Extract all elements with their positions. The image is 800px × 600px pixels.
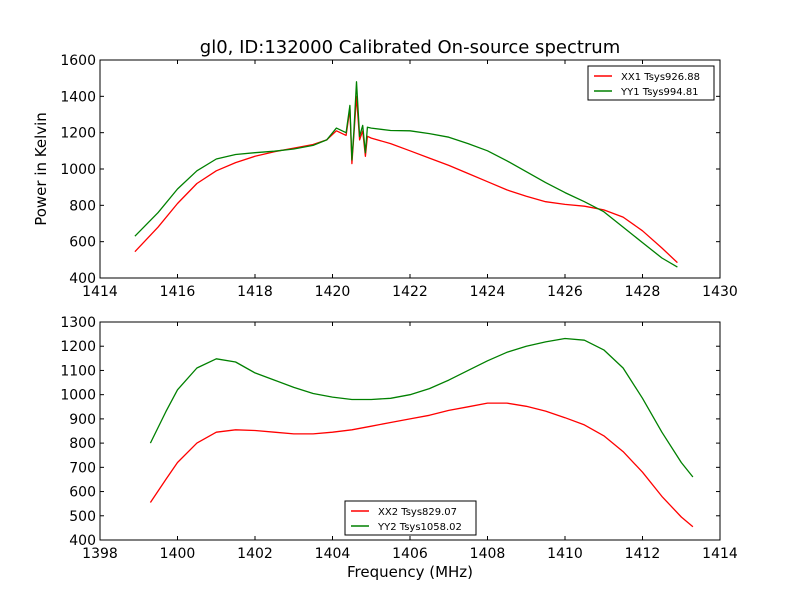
x-tick-label: 1398 <box>82 546 118 562</box>
y-axis-label-top: Power in Kelvin <box>32 112 50 226</box>
legend-label-1: XX1 Tsys926.88 <box>621 72 700 83</box>
y-tick-label: 1200 <box>60 126 96 142</box>
x-tick-label: 1428 <box>625 284 661 300</box>
x-tick-label: 1402 <box>237 546 273 562</box>
y-tick-label: 1400 <box>60 89 96 105</box>
x-tick-label: 1420 <box>315 284 351 300</box>
x-tick-label: 1406 <box>392 546 428 562</box>
legend: XX1 Tsys926.88 YY1 Tsys994.81 <box>587 65 715 101</box>
bottom-spectrum-panel: 1398 1400 1402 1404 1406 1408 1410 1412 1414 400 5… <box>60 315 738 562</box>
series-line-1 <box>149 402 694 528</box>
y-tick-label: 600 <box>69 235 96 251</box>
y-tick-label: 400 <box>69 271 96 287</box>
legend-label-1: XX2 Tsys829.07 <box>378 507 457 518</box>
y-tick-label: 800 <box>69 436 96 452</box>
legend: XX2 Tsys829.07 YY2 Tsys1058.02 <box>344 500 477 536</box>
x-tick-label: 1422 <box>392 284 428 300</box>
legend-label-2: YY1 Tsys994.81 <box>620 87 699 98</box>
legend-box <box>587 65 715 101</box>
x-axis-label-bottom: Frequency (MHz) <box>347 563 473 581</box>
x-tick-label: 1416 <box>160 284 196 300</box>
y-tick-label: 600 <box>69 485 96 501</box>
y-tick-label: 1300 <box>60 315 96 331</box>
y-tick-label: 800 <box>69 198 96 214</box>
y-tick-label: 400 <box>69 533 96 549</box>
chart-title: gl0, ID:132000 Calibrated On-source spec… <box>200 37 620 58</box>
x-tick-label: 1400 <box>160 546 196 562</box>
x-tick-label: 1408 <box>470 546 506 562</box>
x-tick-label: 1414 <box>82 284 118 300</box>
y-tick-label: 900 <box>69 412 96 428</box>
y-tick-label: 1600 <box>60 53 96 69</box>
y-tick-label: 700 <box>69 460 96 476</box>
legend-label-2: YY2 Tsys1058.02 <box>377 522 462 533</box>
y-tick-label: 500 <box>69 509 96 525</box>
x-tick-label: 1404 <box>315 546 351 562</box>
x-tick-label: 1414 <box>702 546 738 562</box>
x-tick-label: 1424 <box>470 284 506 300</box>
y-tick-label: 1000 <box>60 388 96 404</box>
top-spectrum-panel: 1414 1416 1418 1420 1422 1424 1426 1428 1430 400 6… <box>60 53 737 300</box>
series-line-2 <box>149 337 694 478</box>
series-line-2 <box>134 81 678 268</box>
y-tick-label: 1000 <box>60 162 96 178</box>
y-tick-label: 1100 <box>60 363 96 379</box>
x-tick-label: 1426 <box>547 284 583 300</box>
x-tick-label: 1418 <box>237 284 273 300</box>
x-tick-label: 1410 <box>547 546 583 562</box>
x-tick-label: 1412 <box>625 546 661 562</box>
legend-box <box>344 500 477 536</box>
y-tick-label: 1200 <box>60 339 96 355</box>
x-tick-label: 1430 <box>702 284 738 300</box>
